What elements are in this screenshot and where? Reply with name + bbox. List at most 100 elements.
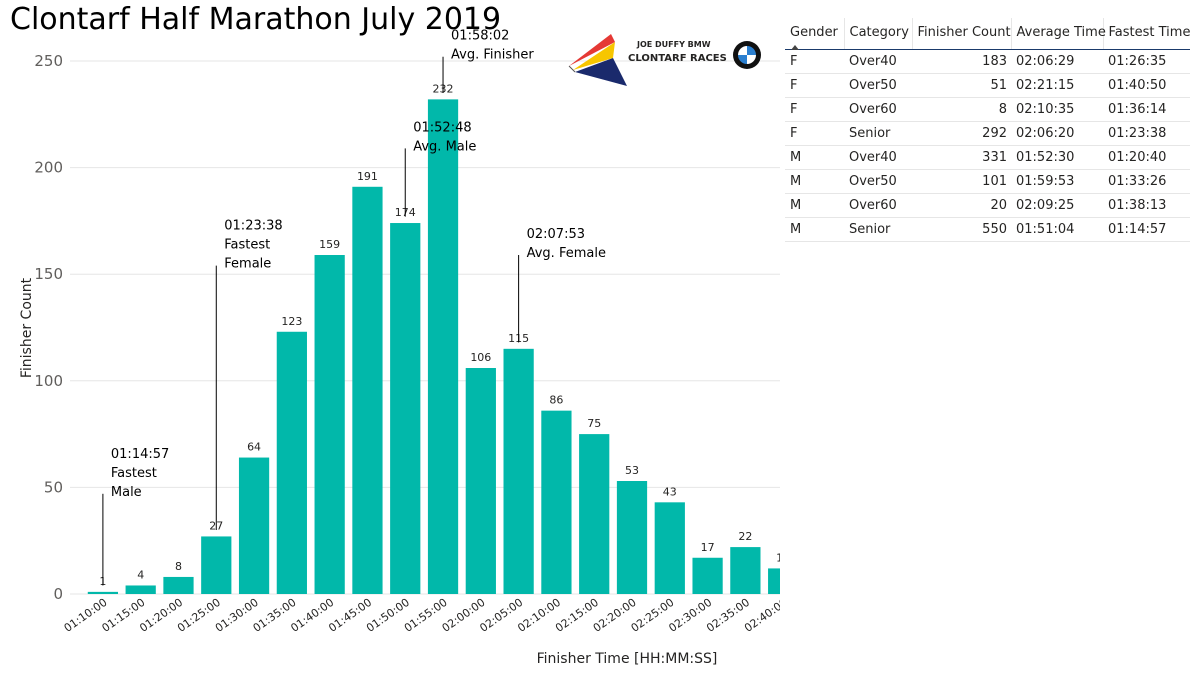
bar [87,591,119,594]
y-tick-label: 0 [53,585,63,603]
bar-value-label: 191 [357,170,378,183]
column-header-fastest-time[interactable]: Fastest Time [1102,18,1190,50]
cell-category: Over40 [844,145,912,170]
cell-gender: F [785,97,844,122]
x-axis-title: Finisher Time [HH:MM:SS] [537,651,718,667]
bmw-roundel-icon [733,41,761,69]
cell-avg: 01:52:30 [1011,145,1103,170]
table-row: M Senior 550 01:51:04 01:14:57 [785,217,1190,242]
table-row: M Over60 20 02:09:25 01:38:13 [785,193,1190,218]
cell-avg: 02:06:20 [1011,121,1103,146]
table-header-row: Gender Category Finisher Count Average T… [785,18,1190,50]
y-tick-label: 200 [34,159,63,177]
bar [465,368,496,594]
cell-avg: 02:21:15 [1011,73,1103,98]
cell-gender: F [785,49,844,74]
annotation-label: 01:52:48 [413,120,471,135]
cell-category: Over50 [844,169,912,194]
annotation-label: 01:14:57 [111,447,169,462]
cell-gender: M [785,145,844,170]
bar-value-label: 123 [281,315,302,328]
y-tick-label: 50 [44,478,63,496]
cell-avg: 02:06:29 [1011,49,1103,74]
annotations: 01:14:57 Fastest Male 01:23:38 Fastest Female… [102,29,606,586]
table-row: M Over40 331 01:52:30 01:20:40 [785,145,1190,170]
cell-fastest: 01:38:13 [1103,193,1190,218]
annotation-label: Avg. Finisher [451,48,534,63]
column-header-average-time[interactable]: Average Time [1010,18,1106,50]
bar-value-label: 4 [137,568,144,581]
cell-fastest: 01:36:14 [1103,97,1190,122]
bar [616,481,648,594]
cell-avg: 01:51:04 [1011,217,1103,242]
cell-gender: M [785,169,844,194]
column-header-gender[interactable]: Gender [785,18,844,50]
cell-count: 101 [912,169,1011,194]
cell-avg: 02:10:35 [1011,97,1103,122]
cell-gender: F [785,73,844,98]
cell-category: Over60 [844,97,912,122]
cell-category: Over40 [844,49,912,74]
bar [238,457,270,594]
column-header-category[interactable]: Category [843,18,912,50]
annotation-label: 01:58:02 [451,29,509,44]
bar-labels: 1482764123159191174232106115867553431722… [99,82,780,587]
annotation-label: Fastest [111,466,157,481]
cell-avg: 02:09:25 [1011,193,1103,218]
y-tick-label: 100 [34,372,63,390]
results-table: Gender Category Finisher Count Average T… [785,18,1190,242]
bar [768,568,780,594]
logo-text-line2: CLONTARF RACES [628,53,727,64]
bar [579,434,610,594]
cell-gender: F [785,121,844,146]
bar-value-label: 106 [470,351,491,364]
table-row: F Over40 183 02:06:29 01:26:35 [785,49,1190,74]
bar [276,331,307,594]
annotation-label: 01:23:38 [224,219,282,234]
bar [654,502,685,594]
annotation-label: 02:07:53 [527,227,585,242]
cell-category: Over50 [844,73,912,98]
table-row: F Senior 292 02:06:20 01:23:38 [785,121,1190,146]
bar [163,576,194,594]
table-row: M Over50 101 01:59:53 01:33:26 [785,169,1190,194]
cell-gender: M [785,217,844,242]
column-header-finisher-count[interactable]: Finisher Count [911,18,1011,50]
annotation-label: Avg. Male [413,139,476,154]
bar [692,557,723,594]
cell-gender: M [785,193,844,218]
bar [352,186,383,594]
cell-fastest: 01:23:38 [1103,121,1190,146]
cell-count: 550 [912,217,1011,242]
logo-text-line1: JOE DUFFY BMW [637,40,711,49]
bar-value-label: 159 [319,238,340,251]
cell-count: 8 [912,97,1011,122]
annotation-label: Female [224,257,271,272]
bar-value-label: 75 [587,417,601,430]
bar-value-label: 12 [776,551,780,564]
annotation-label: Avg. Female [527,246,606,261]
cell-count: 51 [912,73,1011,98]
bar-value-label: 8 [175,560,182,573]
sort-ascending-icon [791,45,799,50]
page-title: Clontarf Half Marathon July 2019 [10,2,502,37]
bar-value-label: 22 [738,530,752,543]
cell-count: 20 [912,193,1011,218]
y-tick-label: 150 [34,265,63,283]
cell-fastest: 01:33:26 [1103,169,1190,194]
bar-value-label: 43 [663,485,677,498]
cell-fastest: 01:40:50 [1103,73,1190,98]
x-axis-ticks: 01:10:0001:15:0001:20:0001:25:0001:30:00… [62,596,780,635]
bar [390,223,421,595]
bar [314,255,345,594]
bar [541,410,572,594]
y-tick-label: 250 [34,52,63,70]
cell-count: 292 [912,121,1011,146]
annotation-label: Male [111,485,142,500]
sponsor-logo: JOE DUFFY BMW CLONTARF RACES [565,30,770,90]
bar-value-label: 17 [701,541,715,554]
cell-fastest: 01:14:57 [1103,217,1190,242]
bar-value-label: 64 [247,441,261,454]
bar [730,547,761,594]
bar [427,99,459,594]
